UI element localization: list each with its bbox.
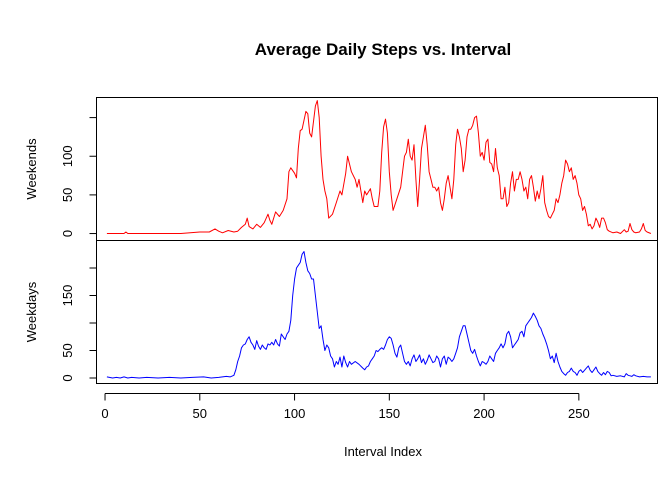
weekends-y-axis-label: Weekends bbox=[24, 138, 39, 200]
x-tick-label: 200 bbox=[473, 406, 495, 421]
weekdays-y-tick-label: 0 bbox=[60, 374, 75, 381]
panel-weekdays: Weekdays 0 50 150 bbox=[24, 240, 658, 384]
panel-weekends: Weekends 0 50 100 bbox=[24, 97, 658, 241]
weekdays-y-tick-label: 50 bbox=[60, 343, 75, 357]
weekends-y-tick-label: 50 bbox=[60, 188, 75, 202]
x-tick-label: 100 bbox=[284, 406, 306, 421]
x-axis: 0 50 100 150 200 250 bbox=[101, 393, 590, 421]
x-axis-label: Interval Index bbox=[344, 444, 423, 459]
x-tick-label: 50 bbox=[193, 406, 207, 421]
weekdays-y-ticks: 0 50 150 bbox=[60, 267, 97, 382]
weekends-y-ticks: 0 50 100 bbox=[60, 117, 97, 237]
panel-weekends-frame bbox=[96, 97, 658, 241]
weekends-y-tick-label: 0 bbox=[60, 230, 75, 237]
weekdays-y-tick-label: 150 bbox=[60, 285, 75, 307]
weekends-series-line bbox=[106, 100, 652, 234]
weekdays-y-axis-label: Weekdays bbox=[24, 281, 39, 342]
panel-weekdays-frame bbox=[96, 240, 658, 384]
weekends-y-tick-label: 100 bbox=[60, 145, 75, 167]
x-tick-label: 250 bbox=[568, 406, 590, 421]
weekdays-series-line bbox=[106, 251, 651, 379]
chart-title: Average Daily Steps vs. Interval bbox=[255, 40, 511, 59]
x-tick-label: 0 bbox=[101, 406, 108, 421]
x-tick-label: 150 bbox=[378, 406, 400, 421]
